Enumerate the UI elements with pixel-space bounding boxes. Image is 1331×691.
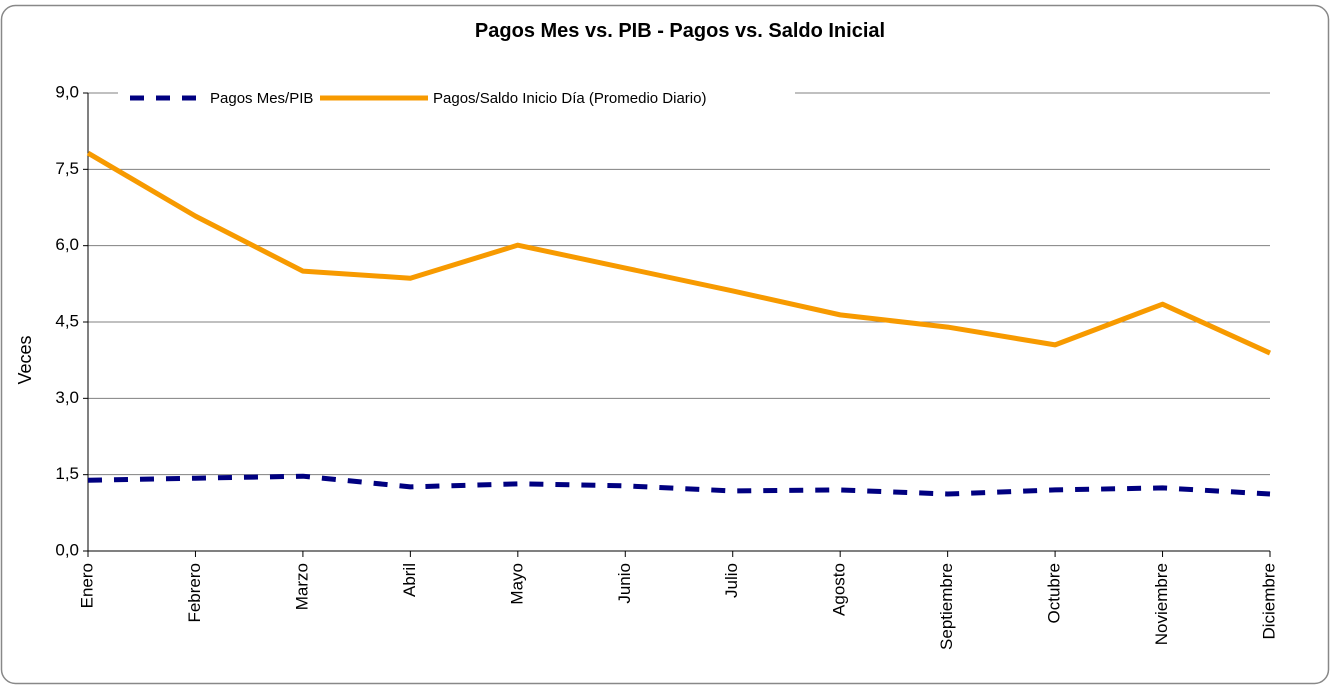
y-tick-label: 0,0 [55,540,79,559]
chart-title: Pagos Mes vs. PIB - Pagos vs. Saldo Inic… [475,20,885,42]
x-tick-label: Enero [77,563,96,608]
x-tick-label: Julio [722,563,741,598]
x-tick-label: Noviembre [1152,563,1171,645]
line-series [86,150,1272,356]
x-tick-label: Junio [615,563,634,604]
x-tick-label: Abril [400,563,419,597]
y-tick-label: 7,5 [55,159,79,178]
y-tick-label: 4,5 [55,311,79,330]
y-tick-label: 6,0 [55,235,79,254]
y-tick-label: 9,0 [55,82,79,101]
x-tick-label: Septiembre [937,563,956,650]
x-tick-label: Agosto [830,563,849,616]
legend-box [118,84,795,110]
x-tick-label: Diciembre [1259,563,1278,640]
x-tick-label: Marzo [292,563,311,610]
chart-frame [0,4,1330,685]
y-tick-label: 1,5 [55,464,79,483]
legend-label: Pagos/Saldo Inicio Día (Promedio Diario) [433,90,706,107]
x-tick-label: Febrero [185,563,204,623]
y-tick-label: 3,0 [55,388,79,407]
y-axis-label: Veces [15,335,35,384]
x-tick-label: Mayo [507,563,526,605]
x-tick-label: Octubre [1045,563,1064,623]
legend-label: Pagos Mes/PIB [210,90,313,107]
